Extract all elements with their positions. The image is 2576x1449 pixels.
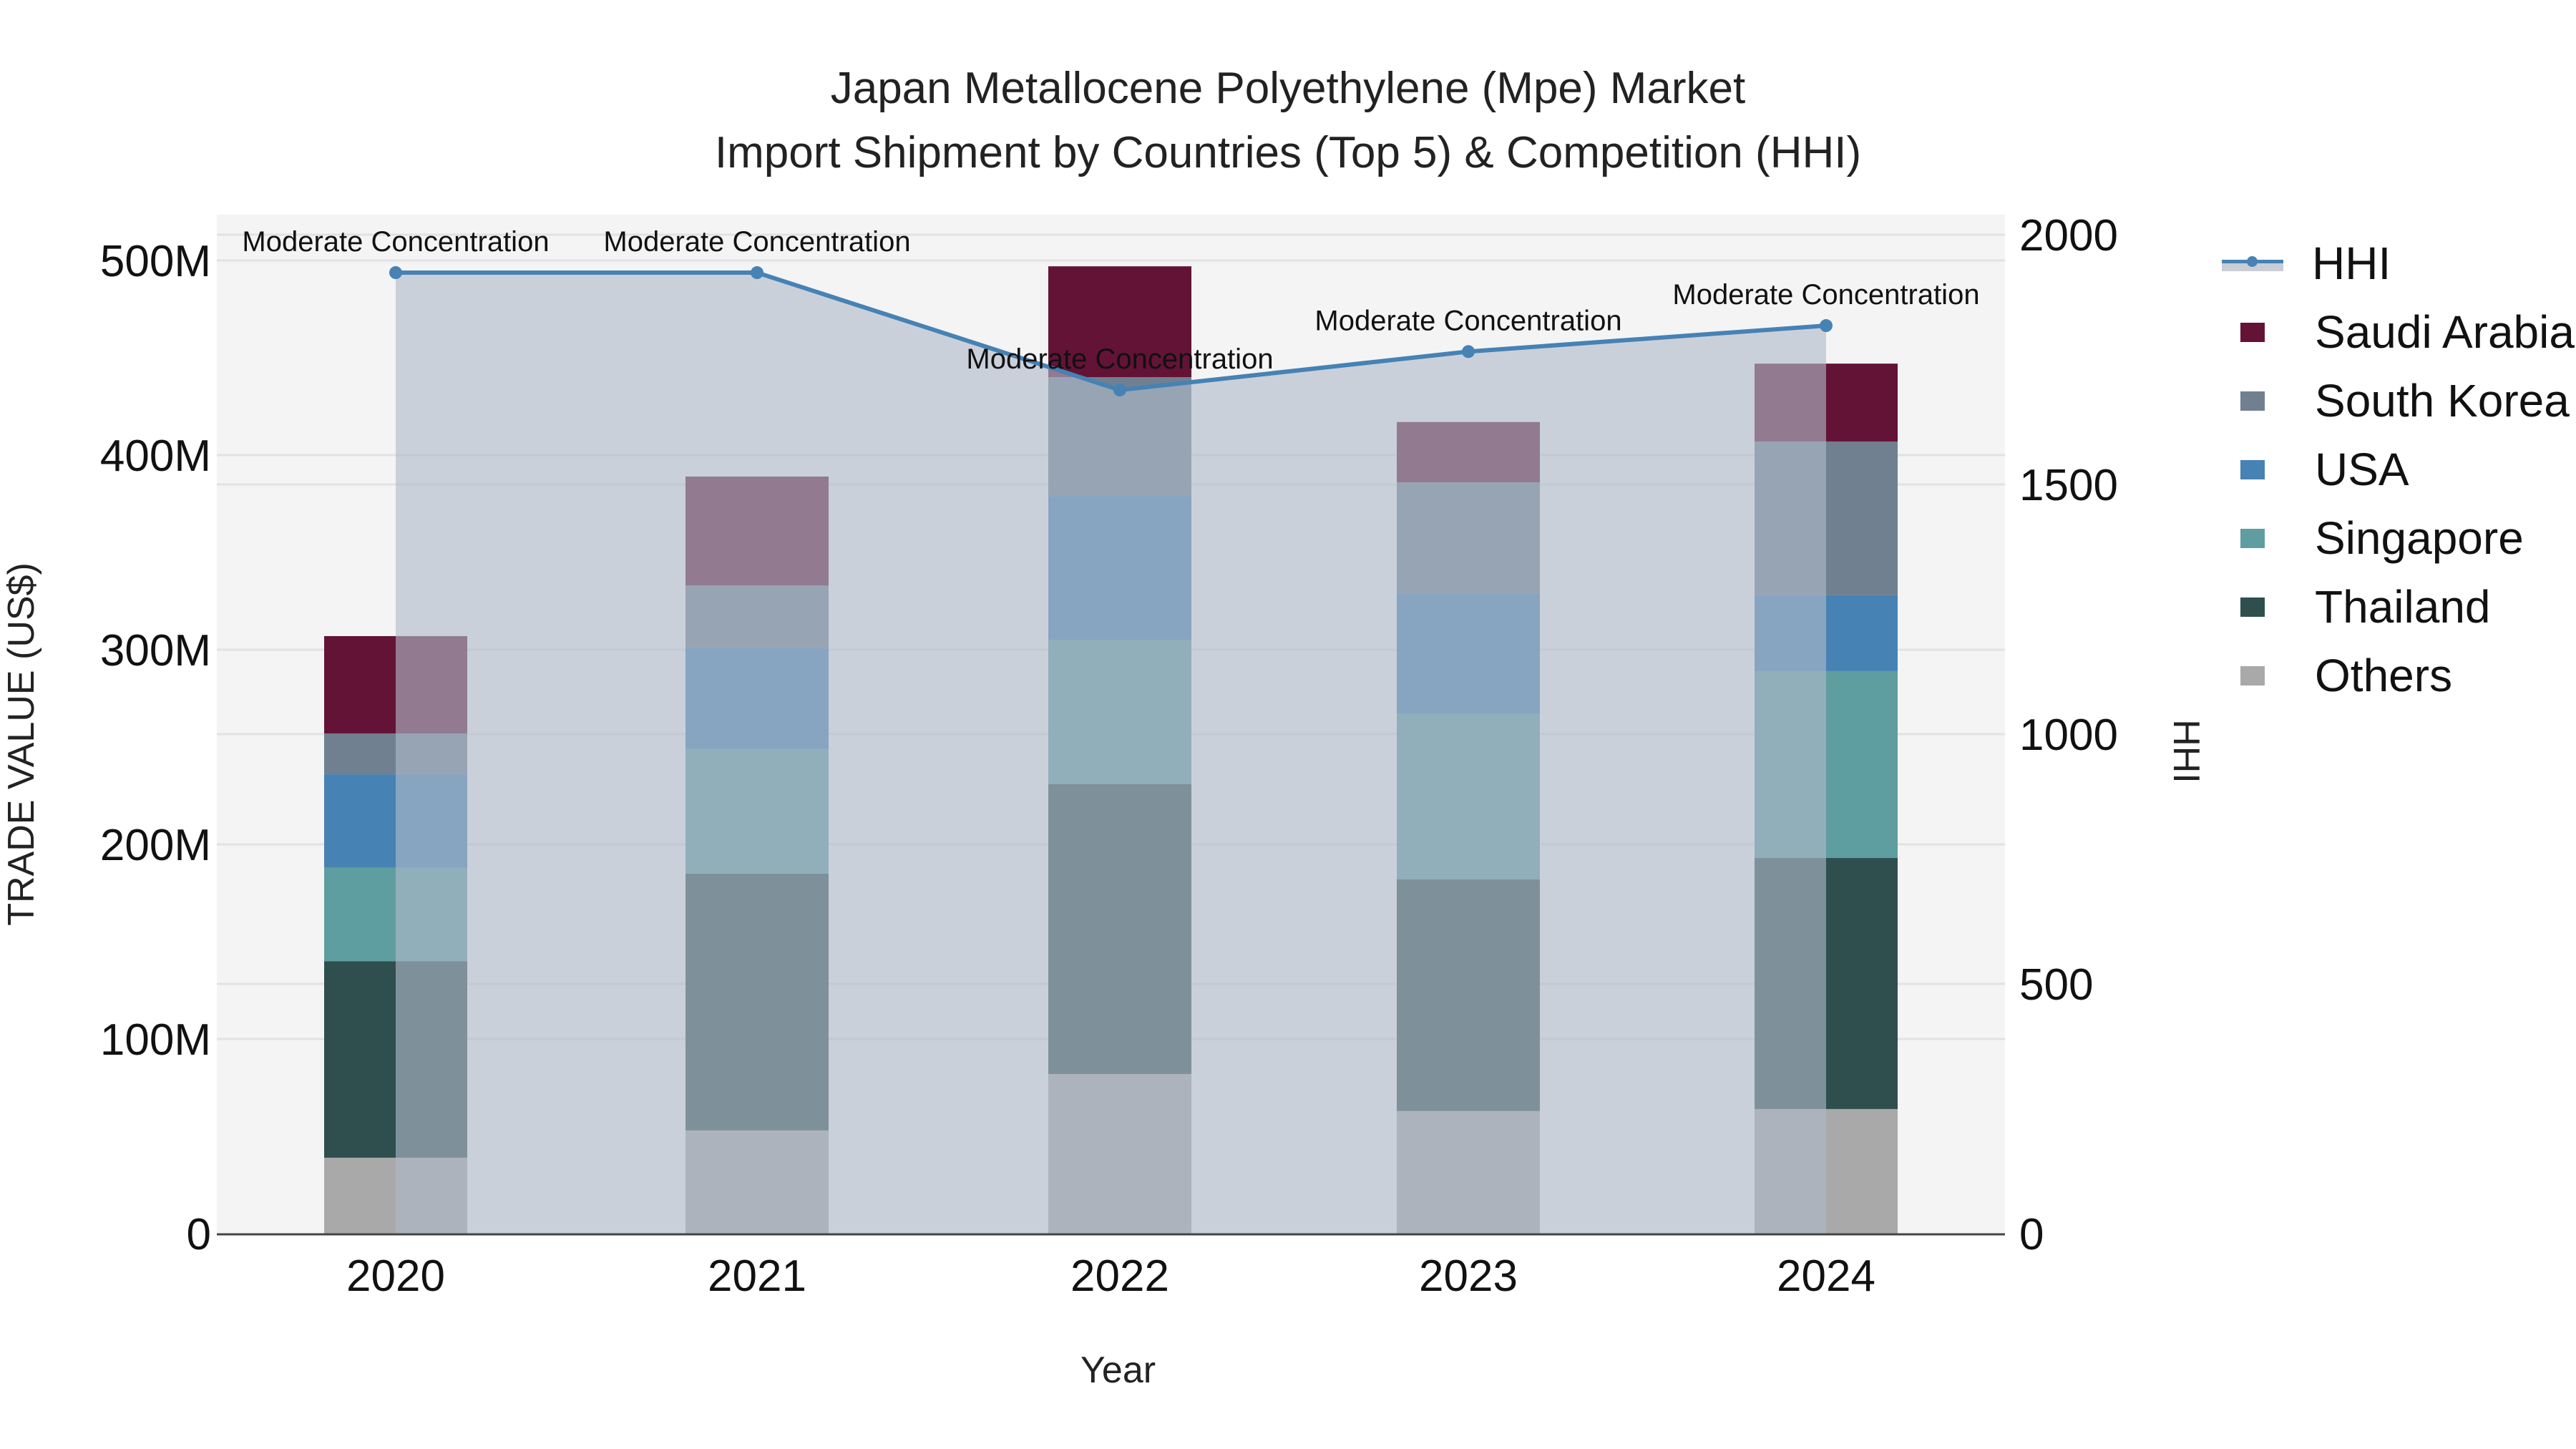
hhi-annotation: Moderate Concentration <box>966 343 1273 375</box>
bar-segment-saudi-arabia[interactable] <box>1048 266 1191 378</box>
hhi-marker[interactable] <box>1462 345 1475 358</box>
y-right-tick-label: 1000 <box>2019 711 2118 760</box>
legend-item-south-korea[interactable]: South Korea <box>2211 366 2575 435</box>
hhi-marker[interactable] <box>751 266 763 280</box>
legend-item-hhi[interactable]: HHI <box>2211 229 2575 298</box>
y-left-axis-title: TRADE VALUE (US$) <box>1 562 42 926</box>
y-right-tick-label: 1500 <box>2019 461 2118 510</box>
legend-label: HHI <box>2312 238 2391 289</box>
color-swatch-icon <box>2240 665 2265 686</box>
y-left-tick-label: 100M <box>100 1015 211 1065</box>
x-tick-label: 2020 <box>346 1252 445 1301</box>
y-left-tick-label: 500M <box>100 237 211 286</box>
chart-title-line2: Import Shipment by Countries (Top 5) & C… <box>714 128 1862 177</box>
hhi-marker[interactable] <box>1820 319 1833 333</box>
color-swatch-icon <box>2240 322 2265 342</box>
legend-item-thailand[interactable]: Thailand <box>2211 572 2575 641</box>
legend-label: USA <box>2315 444 2409 495</box>
line-marker-icon <box>2222 253 2283 273</box>
chart-title-line1: Japan Metallocene Polyethylene (Mpe) Mar… <box>830 64 1746 113</box>
legend-label: Saudi Arabia <box>2315 306 2575 358</box>
hhi-annotation: Moderate Concentration <box>603 226 910 258</box>
x-tick-label: 2023 <box>1419 1252 1518 1301</box>
x-tick-label: 2022 <box>1070 1252 1169 1301</box>
legend-label: South Korea <box>2315 375 2570 426</box>
hhi-marker[interactable] <box>1113 384 1126 397</box>
x-axis-title: Year <box>1080 1350 1156 1391</box>
color-swatch-icon <box>2240 391 2265 411</box>
legend: HHI Saudi Arabia South Korea USA Singapo… <box>2211 229 2575 710</box>
color-swatch-icon <box>2240 459 2265 479</box>
y-right-axis-title: HHI <box>2165 719 2207 784</box>
y-right-tick-label: 2000 <box>2019 211 2118 260</box>
hhi-area <box>396 273 1826 1234</box>
y-left-tick-label: 400M <box>100 431 211 481</box>
hhi-annotation: Moderate Concentration <box>1314 305 1621 336</box>
legend-item-saudi-arabia[interactable]: Saudi Arabia <box>2211 298 2575 366</box>
legend-item-singapore[interactable]: Singapore <box>2211 504 2575 572</box>
y-left-tick-label: 200M <box>100 821 211 870</box>
x-tick-label: 2024 <box>1777 1252 1875 1301</box>
y-left-tick-label: 300M <box>100 626 211 675</box>
y-right-tick-label: 0 <box>2019 1210 2044 1259</box>
legend-label: Thailand <box>2315 581 2491 633</box>
legend-label: Others <box>2315 650 2453 701</box>
hhi-annotation: Moderate Concentration <box>242 226 549 258</box>
legend-item-usa[interactable]: USA <box>2211 435 2575 504</box>
color-swatch-icon <box>2240 597 2265 617</box>
x-tick-label: 2021 <box>708 1252 806 1301</box>
y-right-tick-label: 500 <box>2019 960 2093 1010</box>
y-left-tick-label: 0 <box>187 1210 211 1259</box>
hhi-marker[interactable] <box>389 266 402 280</box>
color-swatch-icon <box>2240 528 2265 548</box>
hhi-annotation: Moderate Concentration <box>1672 279 1979 311</box>
legend-label: Singapore <box>2315 512 2524 564</box>
legend-item-others[interactable]: Others <box>2211 641 2575 710</box>
